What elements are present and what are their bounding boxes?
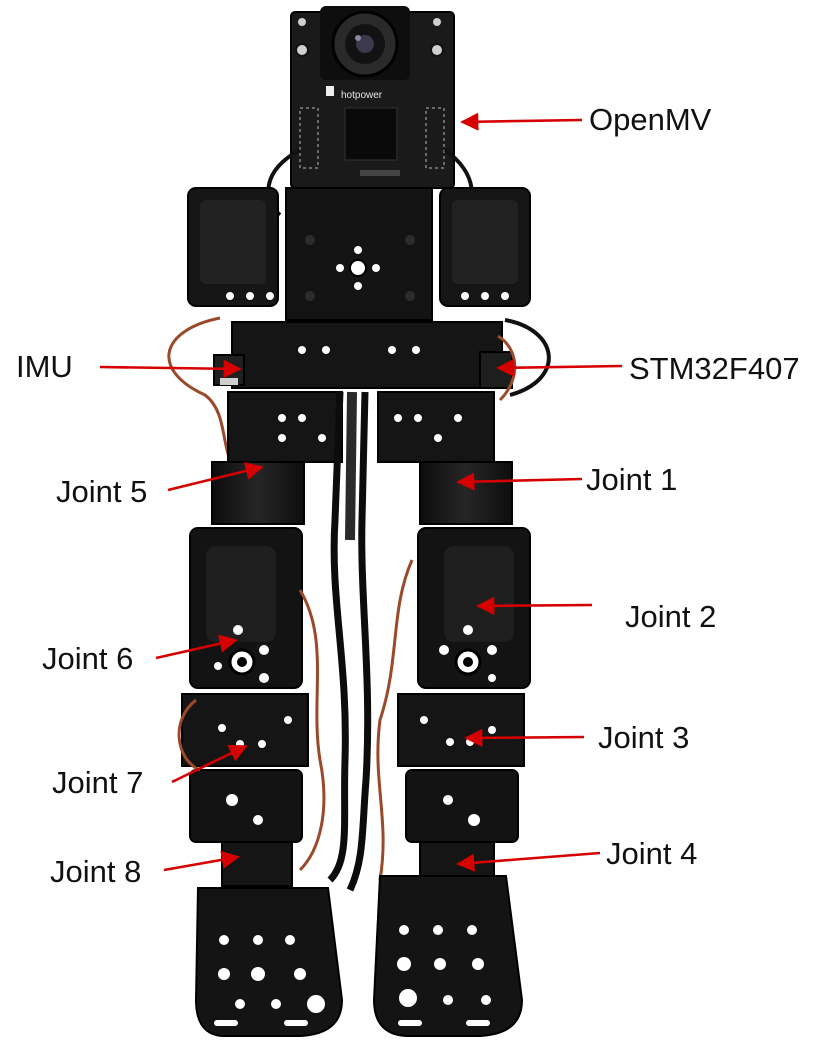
annotations: OpenMV IMU STM32F407 Joint 1 Joint 5 Joi… <box>16 102 800 889</box>
openmv-camera-board: hotpower <box>290 6 455 189</box>
label-joint6: Joint 6 <box>42 641 133 676</box>
label-joint3: Joint 3 <box>598 720 689 755</box>
arrow-imu <box>99 359 242 378</box>
label-joint2: Joint 2 <box>625 599 716 634</box>
camera-board-print: hotpower <box>341 90 383 101</box>
arrow-joint7 <box>171 744 248 784</box>
arrow-joint2 <box>476 596 593 615</box>
arrow-stm32 <box>496 358 623 377</box>
arrow-joint1 <box>456 472 583 491</box>
arrow-joint6 <box>155 634 238 660</box>
label-joint7: Joint 7 <box>52 765 143 800</box>
left-leg <box>177 461 344 1037</box>
arrow-joint4 <box>456 851 601 872</box>
label-stm32: STM32F407 <box>629 351 800 386</box>
torso <box>167 187 551 461</box>
arrow-joint3 <box>464 728 585 747</box>
label-joint1: Joint 1 <box>586 462 677 497</box>
label-openmv: OpenMV <box>589 102 712 137</box>
arrow-openmv <box>460 112 583 131</box>
label-joint5: Joint 5 <box>56 474 147 509</box>
label-joint8: Joint 8 <box>50 854 141 889</box>
right-leg <box>372 461 531 1037</box>
arrow-joint8 <box>163 850 240 872</box>
arrow-joint5 <box>167 462 264 492</box>
label-imu: IMU <box>16 349 73 384</box>
label-joint4: Joint 4 <box>606 836 697 871</box>
robot-illustration: hotpower <box>167 6 551 1037</box>
